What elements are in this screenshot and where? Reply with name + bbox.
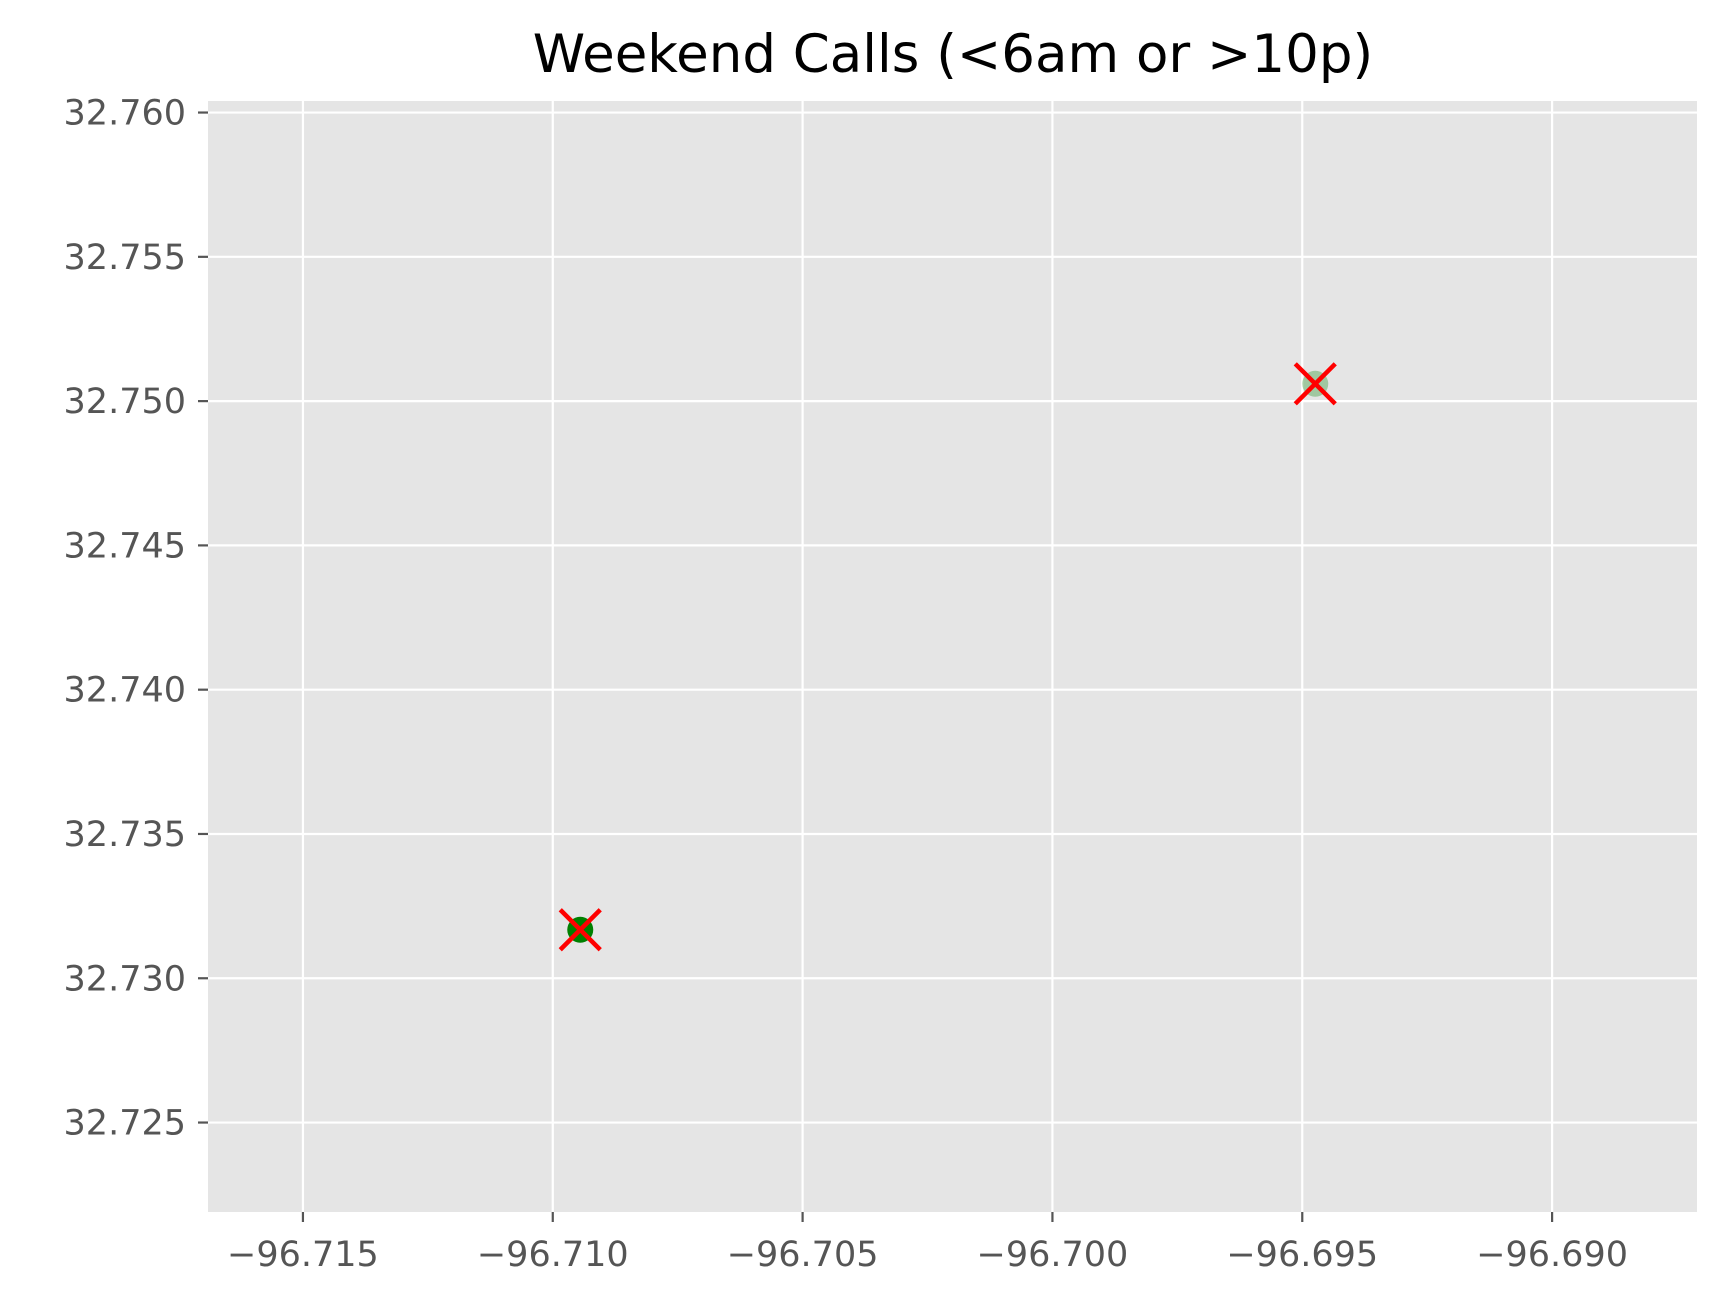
y-tick-label: 32.745 [64, 526, 186, 566]
x-tick-label: −96.690 [1476, 1235, 1628, 1275]
plot-area [208, 101, 1697, 1212]
data-point-x-marker [558, 908, 602, 952]
data-point-x-marker [1293, 362, 1337, 406]
grid-lines [208, 101, 1697, 1212]
y-tick-label: 32.735 [64, 815, 186, 855]
x-tick-label: −96.695 [1226, 1235, 1378, 1275]
x-tick-label: −96.700 [977, 1235, 1129, 1275]
chart-title: Weekend Calls (<6am or >10p) [533, 24, 1373, 85]
x-tick-label: −96.715 [227, 1235, 379, 1275]
data-points [558, 362, 1337, 952]
y-tick-label: 32.730 [64, 959, 186, 999]
x-tick-label: −96.705 [727, 1235, 879, 1275]
y-tick-label: 32.725 [64, 1104, 186, 1144]
x-marker-stroke [558, 908, 602, 952]
y-tick-label: 32.750 [64, 382, 186, 422]
x-tick-label: −96.710 [477, 1235, 629, 1275]
x-marker-stroke [1293, 362, 1337, 406]
y-tick-label: 32.760 [64, 94, 186, 134]
axes: −96.715 −96.710 −96.705 −96.700 −96.695 −96.6… [64, 94, 1628, 1275]
y-tick-label: 32.740 [64, 671, 186, 711]
y-tick-label: 32.755 [64, 238, 186, 278]
